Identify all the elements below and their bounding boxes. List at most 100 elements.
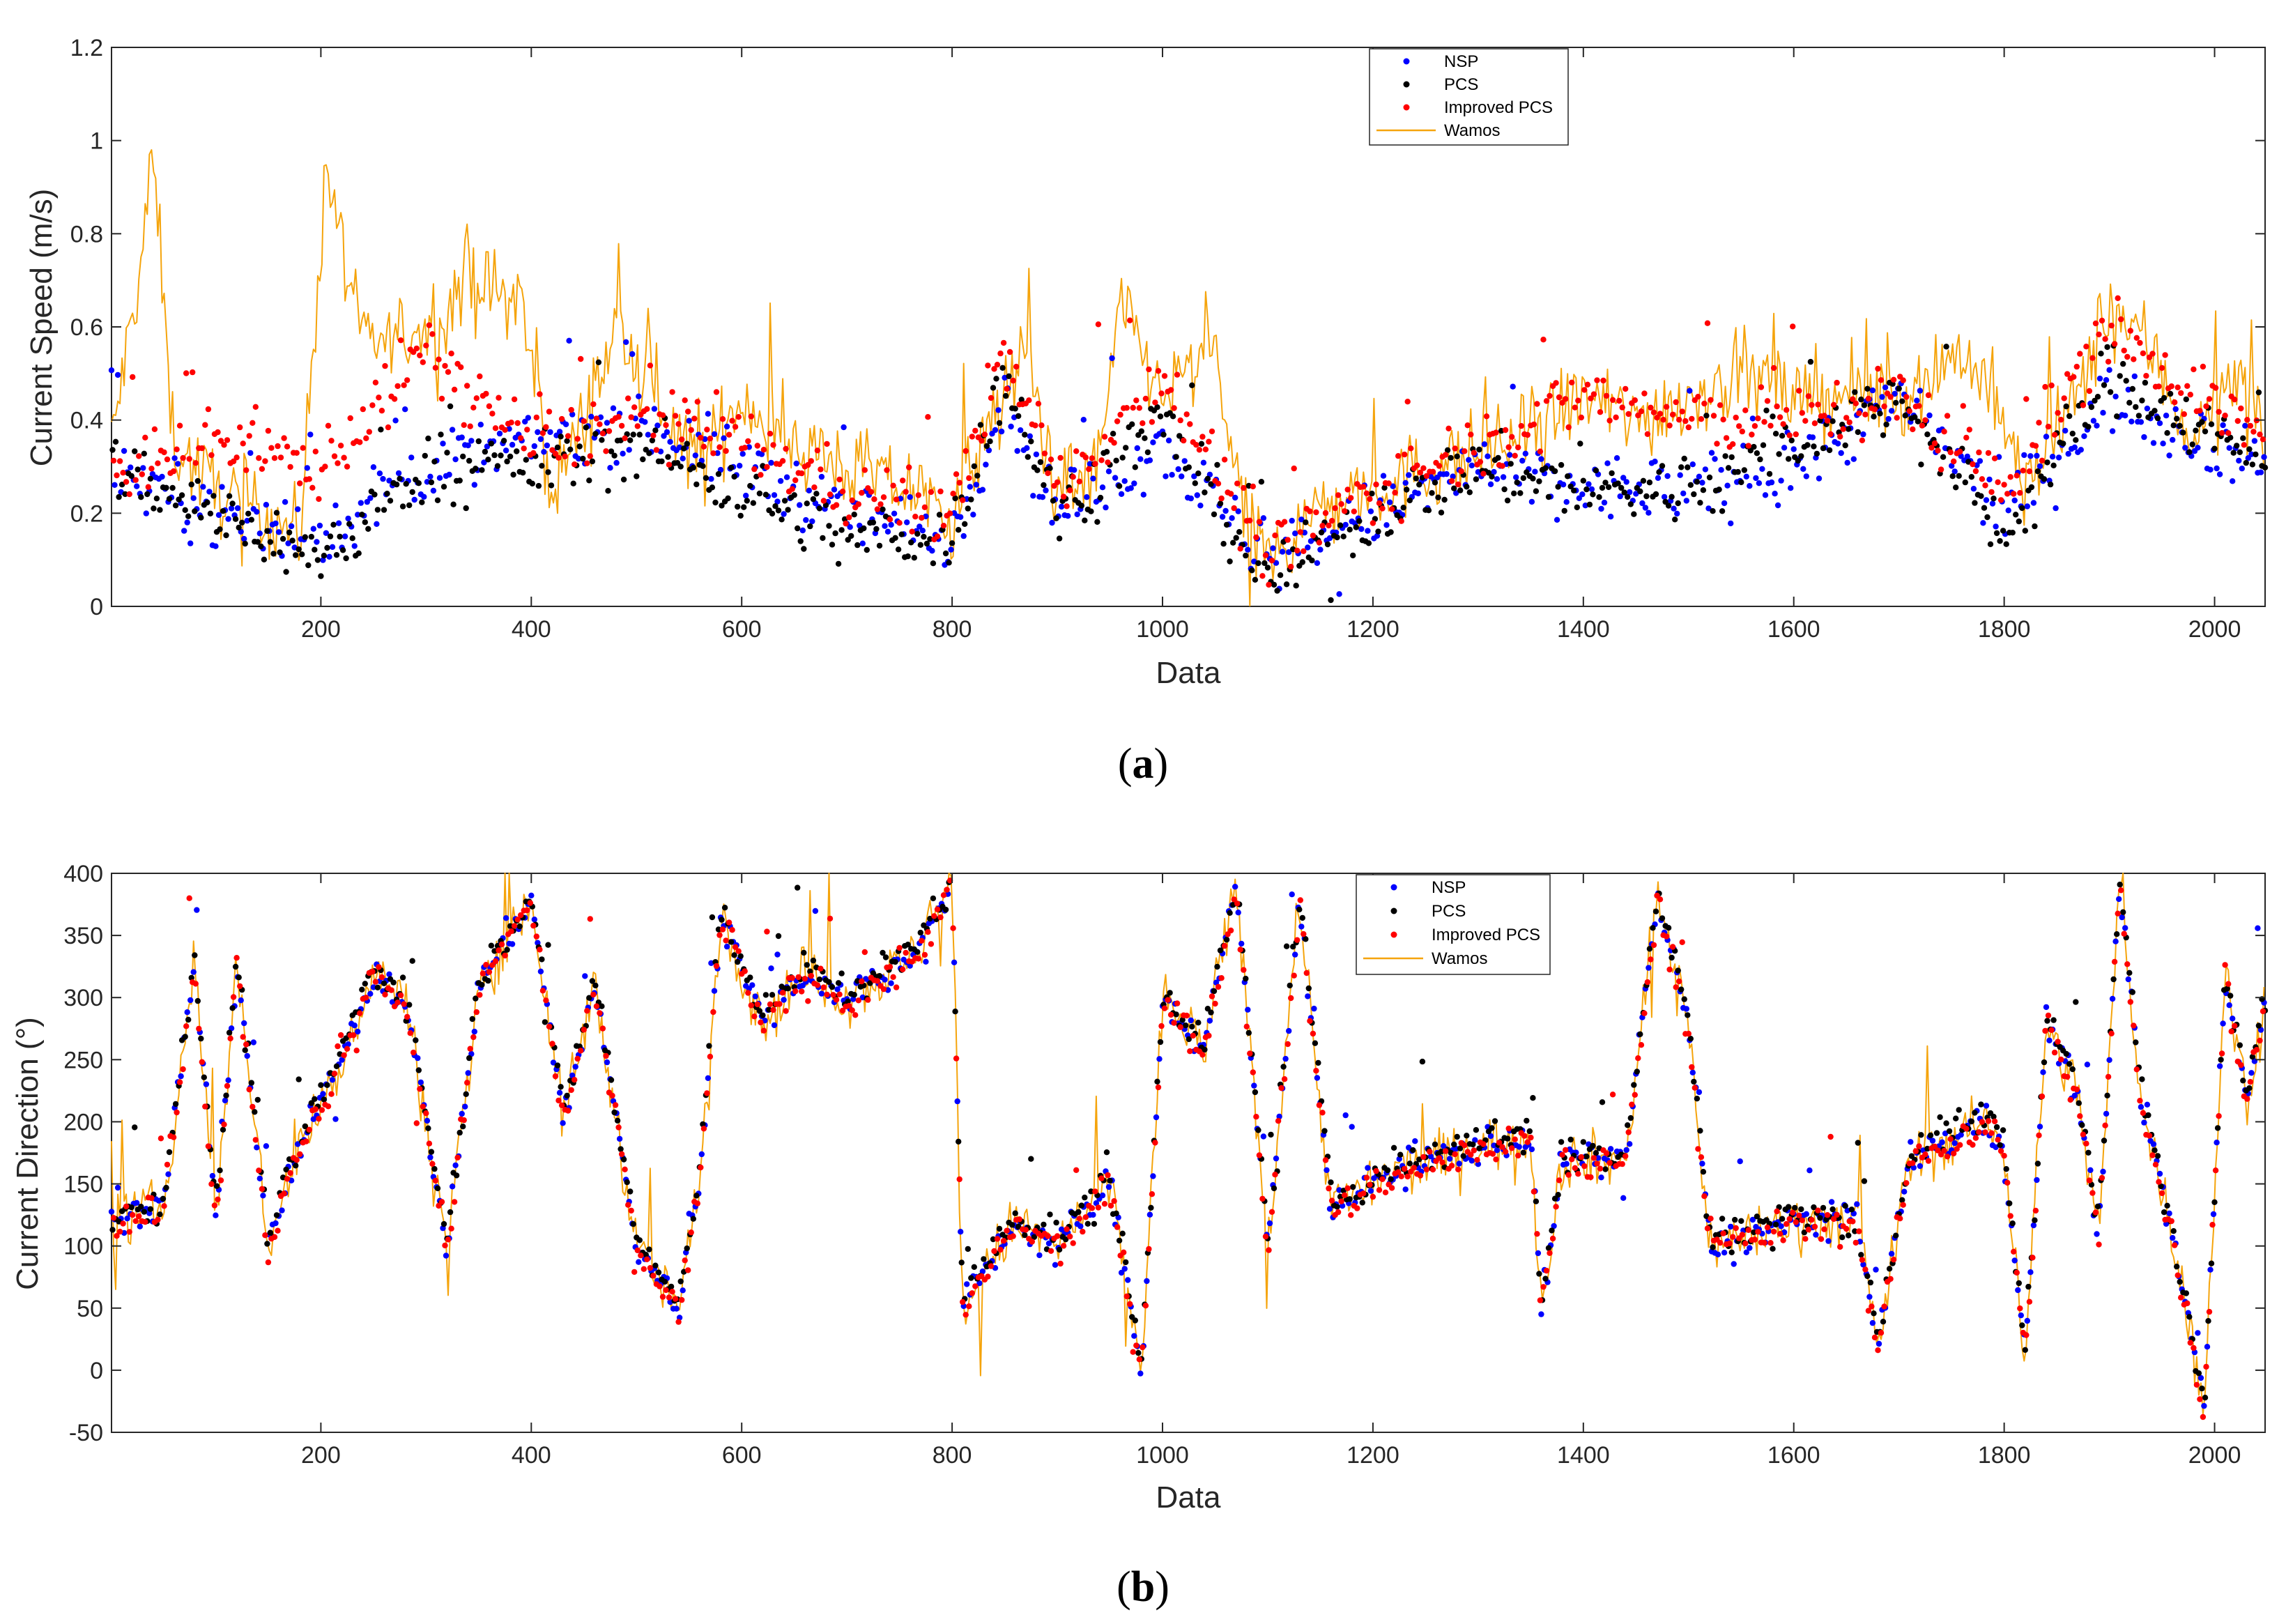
point-pcs-a <box>820 535 826 542</box>
point-improved-pcs-a <box>1565 424 1572 431</box>
point-improved-pcs-a <box>1171 405 1177 411</box>
point-nsp-a <box>721 435 727 441</box>
point-improved-pcs-a <box>341 454 347 461</box>
point-improved-pcs-a <box>1294 547 1301 554</box>
point-improved-pcs-a <box>1749 431 1755 438</box>
point-improved-pcs-a <box>950 491 956 497</box>
point-improved-pcs-b <box>1783 1220 1790 1227</box>
point-improved-pcs-b <box>1979 1119 1986 1125</box>
point-pcs-a <box>1694 479 1701 485</box>
point-improved-pcs-b <box>1881 1303 1887 1310</box>
point-improved-pcs-b <box>1887 1276 1894 1282</box>
point-nsp-a <box>254 509 260 515</box>
point-improved-pcs-a <box>1856 410 1862 417</box>
point-improved-pcs-b <box>1000 1238 1007 1244</box>
point-pcs-b <box>927 915 933 922</box>
point-pcs-a <box>1590 491 1596 498</box>
point-pcs-a <box>378 427 384 433</box>
point-nsp-b <box>415 1055 421 1062</box>
point-improved-pcs-b <box>1742 1240 1749 1247</box>
point-pcs-a <box>1404 487 1410 493</box>
point-pcs-b <box>614 1117 621 1124</box>
point-pcs-a <box>595 359 602 365</box>
point-improved-pcs-b <box>1666 966 1673 973</box>
point-pcs-a <box>1918 461 1924 468</box>
point-pcs-a <box>1204 475 1211 482</box>
point-improved-pcs-b <box>1294 937 1301 943</box>
point-pcs-b <box>273 1212 280 1218</box>
point-improved-pcs-b <box>1171 1020 1177 1026</box>
point-pcs-b <box>1031 1234 1038 1241</box>
point-improved-pcs-a <box>1815 401 1821 408</box>
x-tick-label-a: 2000 <box>2188 616 2241 643</box>
point-improved-pcs-b <box>2253 1047 2260 1053</box>
point-improved-pcs-b <box>1158 1022 1165 1029</box>
point-improved-pcs-b <box>382 991 388 998</box>
point-improved-pcs-b <box>176 1079 183 1085</box>
point-pcs-b <box>507 923 514 929</box>
point-improved-pcs-a <box>325 422 332 429</box>
point-improved-pcs-a <box>1701 400 1708 407</box>
point-pcs-a <box>2237 449 2243 455</box>
point-pcs-b <box>690 1216 696 1222</box>
point-pcs-b <box>1022 1232 1028 1239</box>
point-improved-pcs-b <box>1281 1076 1288 1082</box>
point-improved-pcs-a <box>250 420 256 426</box>
point-nsp-a <box>1617 493 1623 500</box>
point-pcs-b <box>1997 1142 2003 1149</box>
point-pcs-a <box>1940 454 1947 460</box>
point-nsp-a <box>1039 494 1046 500</box>
point-improved-pcs-b <box>1720 1230 1726 1236</box>
point-pcs-b <box>1631 1082 1637 1088</box>
point-pcs-b <box>2211 1199 2218 1206</box>
point-improved-pcs-a <box>1875 365 1881 372</box>
point-improved-pcs-a <box>1259 573 1266 579</box>
point-improved-pcs-a <box>240 441 246 447</box>
point-pcs-b <box>2073 999 2079 1005</box>
point-improved-pcs-a <box>199 445 205 452</box>
point-improved-pcs-b <box>1395 1169 1402 1175</box>
point-nsp-b <box>190 969 197 975</box>
point-improved-pcs-a <box>1013 363 1020 370</box>
point-pcs-a <box>1208 481 1214 487</box>
point-improved-pcs-b <box>764 928 770 935</box>
point-nsp-b <box>370 984 377 990</box>
point-pcs-a <box>1561 507 1567 514</box>
point-pcs-b <box>700 1121 706 1128</box>
point-improved-pcs-b <box>1098 1175 1105 1181</box>
point-pcs-b <box>996 1225 1003 1232</box>
point-improved-pcs-a <box>1404 399 1411 405</box>
point-nsp-a <box>2049 454 2056 460</box>
point-pcs-a <box>996 420 1003 427</box>
point-pcs-a <box>2253 451 2259 458</box>
point-pcs-b <box>630 1221 636 1227</box>
point-pcs-b <box>1305 985 1312 992</box>
point-improved-pcs-b <box>1080 1228 1086 1235</box>
point-pcs-b <box>684 1245 690 1252</box>
point-pcs-a <box>1476 446 1482 453</box>
point-improved-pcs-b <box>634 1247 640 1254</box>
point-pcs-a <box>514 448 520 454</box>
point-improved-pcs-b <box>833 997 840 1003</box>
point-improved-pcs-b <box>1411 1165 1418 1171</box>
point-pcs-b <box>1801 1230 1807 1236</box>
x-tick-label-b: 2000 <box>2188 1442 2241 1469</box>
point-pcs-a <box>956 527 962 533</box>
point-pcs-a <box>2243 459 2249 466</box>
point-pcs-a <box>791 492 797 498</box>
point-nsp-a <box>847 524 853 530</box>
point-pcs-a <box>1962 479 1968 486</box>
point-pcs-a <box>1786 456 1792 462</box>
y-tick-label-b: 250 <box>63 1047 103 1073</box>
point-improved-pcs-a <box>1625 411 1632 418</box>
point-improved-pcs-a <box>1067 487 1073 493</box>
point-nsp-b <box>2214 1140 2220 1146</box>
point-improved-pcs-b <box>217 1177 224 1183</box>
point-improved-pcs-b <box>950 925 956 931</box>
point-improved-pcs-b <box>2206 1308 2213 1315</box>
point-improved-pcs-a <box>615 413 622 420</box>
point-improved-pcs-b <box>903 949 909 956</box>
point-pcs-a <box>630 431 636 438</box>
point-improved-pcs-a <box>584 460 590 466</box>
point-pcs-b <box>2009 1220 2016 1227</box>
